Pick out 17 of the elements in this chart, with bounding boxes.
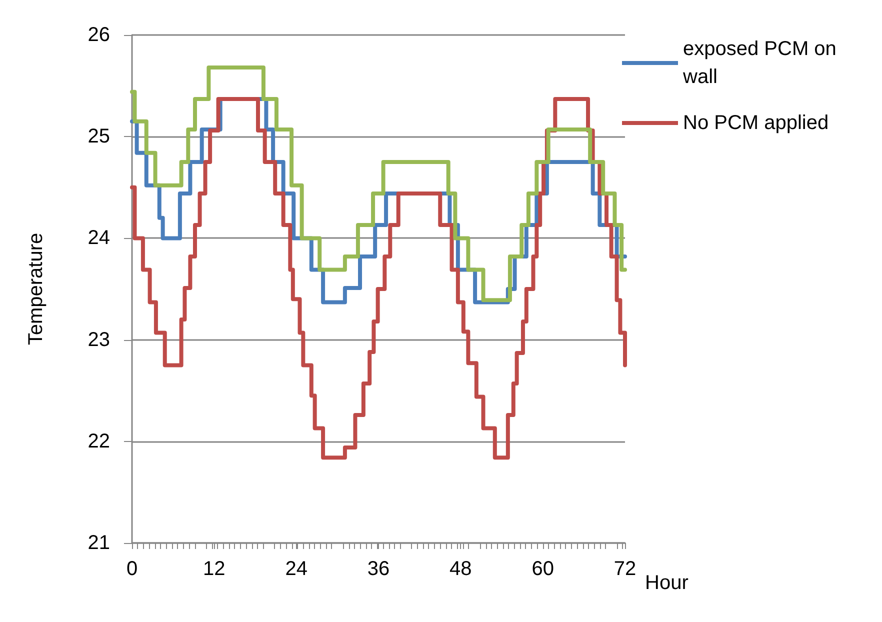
x-tick-label: 72 [614, 558, 636, 580]
legend-label: exposed PCM on wall [682, 38, 842, 88]
x-tick-label: 48 [450, 558, 472, 580]
y-tick-label: 23 [88, 328, 110, 351]
y-tick-label: 26 [88, 24, 110, 46]
y-tick-label: 21 [88, 532, 110, 554]
y-axis-title: Temperature [25, 232, 47, 346]
x-tick-label: 0 [126, 558, 138, 580]
x-axis-title: Hour [645, 572, 689, 594]
x-tick-label: 36 [367, 558, 390, 580]
y-tick-label: 22 [88, 430, 110, 452]
legend-label: No PCM applied [683, 112, 829, 134]
y-tick-label: 25 [88, 126, 110, 148]
x-tick-label: 12 [203, 558, 226, 580]
y-tick-label: 24 [88, 227, 110, 250]
x-tick-label: 24 [285, 558, 308, 580]
x-tick-label: 60 [532, 558, 554, 580]
